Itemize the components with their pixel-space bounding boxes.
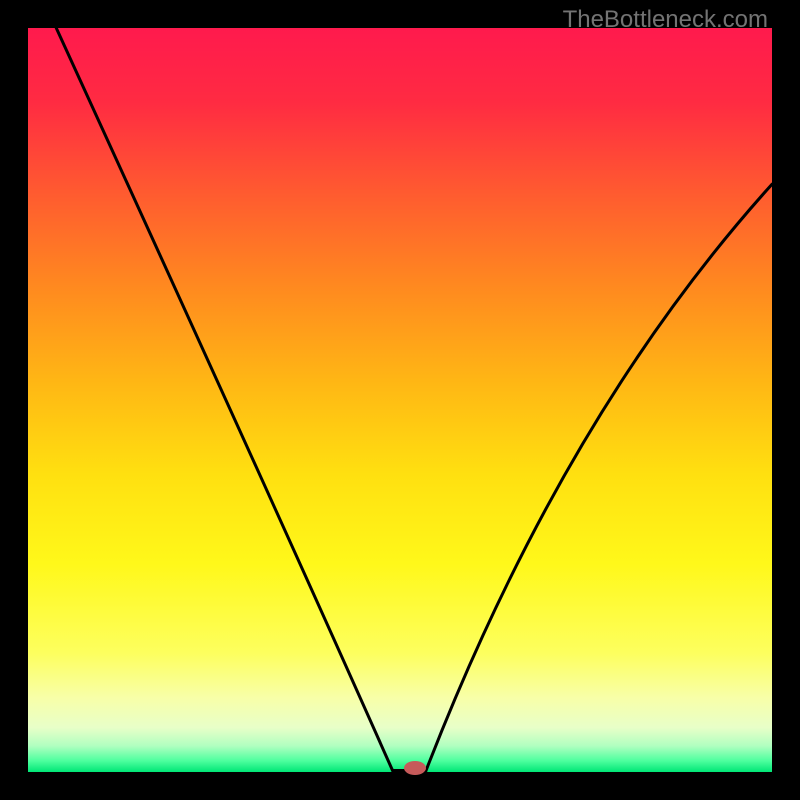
watermark-text: TheBottleneck.com bbox=[563, 6, 768, 34]
deviation-curve-path bbox=[56, 28, 772, 771]
optimal-point-marker bbox=[404, 761, 426, 775]
bottleneck-curve bbox=[0, 0, 800, 800]
